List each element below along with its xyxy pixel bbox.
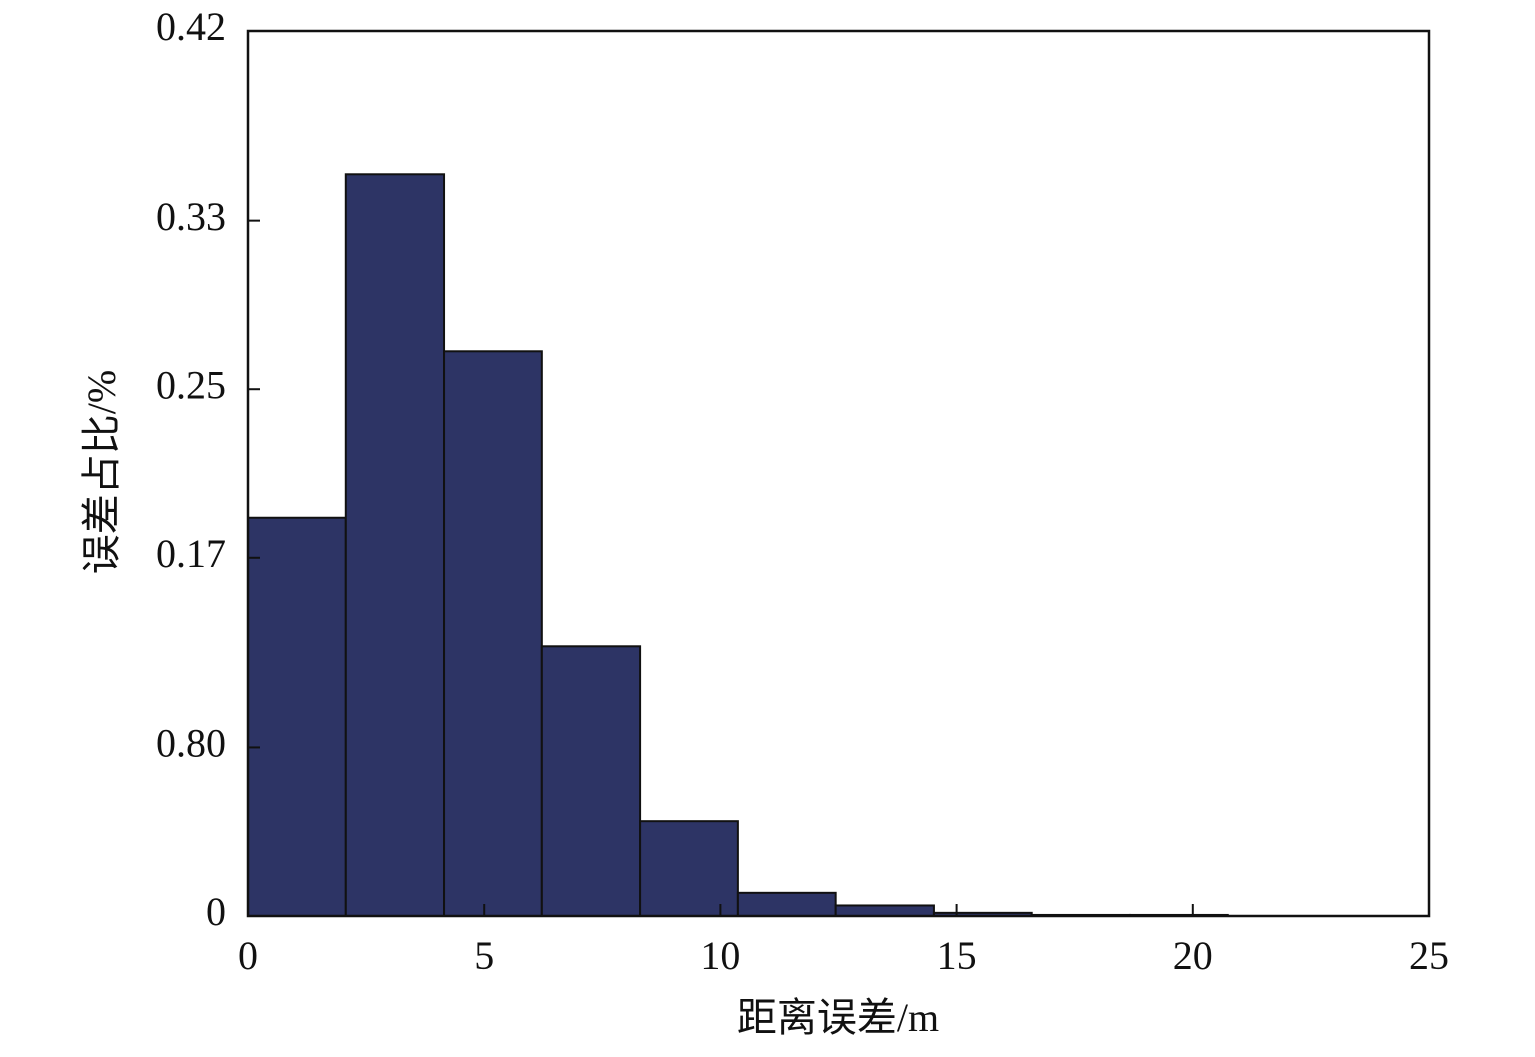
x-tick-label: 20	[1173, 933, 1213, 978]
x-tick-label: 15	[937, 933, 977, 978]
y-tick-label: 0.42	[156, 4, 226, 49]
x-tick-label: 0	[238, 933, 258, 978]
x-axis-label: 距离误差/m	[737, 995, 939, 1040]
x-tick-label: 10	[700, 933, 740, 978]
x-tick-label: 5	[474, 933, 494, 978]
bar	[834, 904, 935, 918]
y-tick-label: 0	[206, 889, 226, 934]
y-tick-label: 0.80	[156, 721, 226, 766]
bar	[736, 891, 837, 917]
bar	[443, 350, 543, 917]
y-axis-label: 误差占比/%	[79, 370, 124, 574]
plot-frame	[246, 29, 1431, 918]
y-tick-label: 0.17	[156, 531, 226, 576]
y-tick-label: 0.25	[156, 362, 226, 407]
bar	[247, 516, 347, 917]
y-tick-label: 0.33	[156, 194, 226, 239]
bar	[344, 173, 446, 918]
bar	[540, 645, 642, 917]
x-tick-label: 25	[1409, 933, 1449, 978]
bar	[639, 820, 739, 918]
